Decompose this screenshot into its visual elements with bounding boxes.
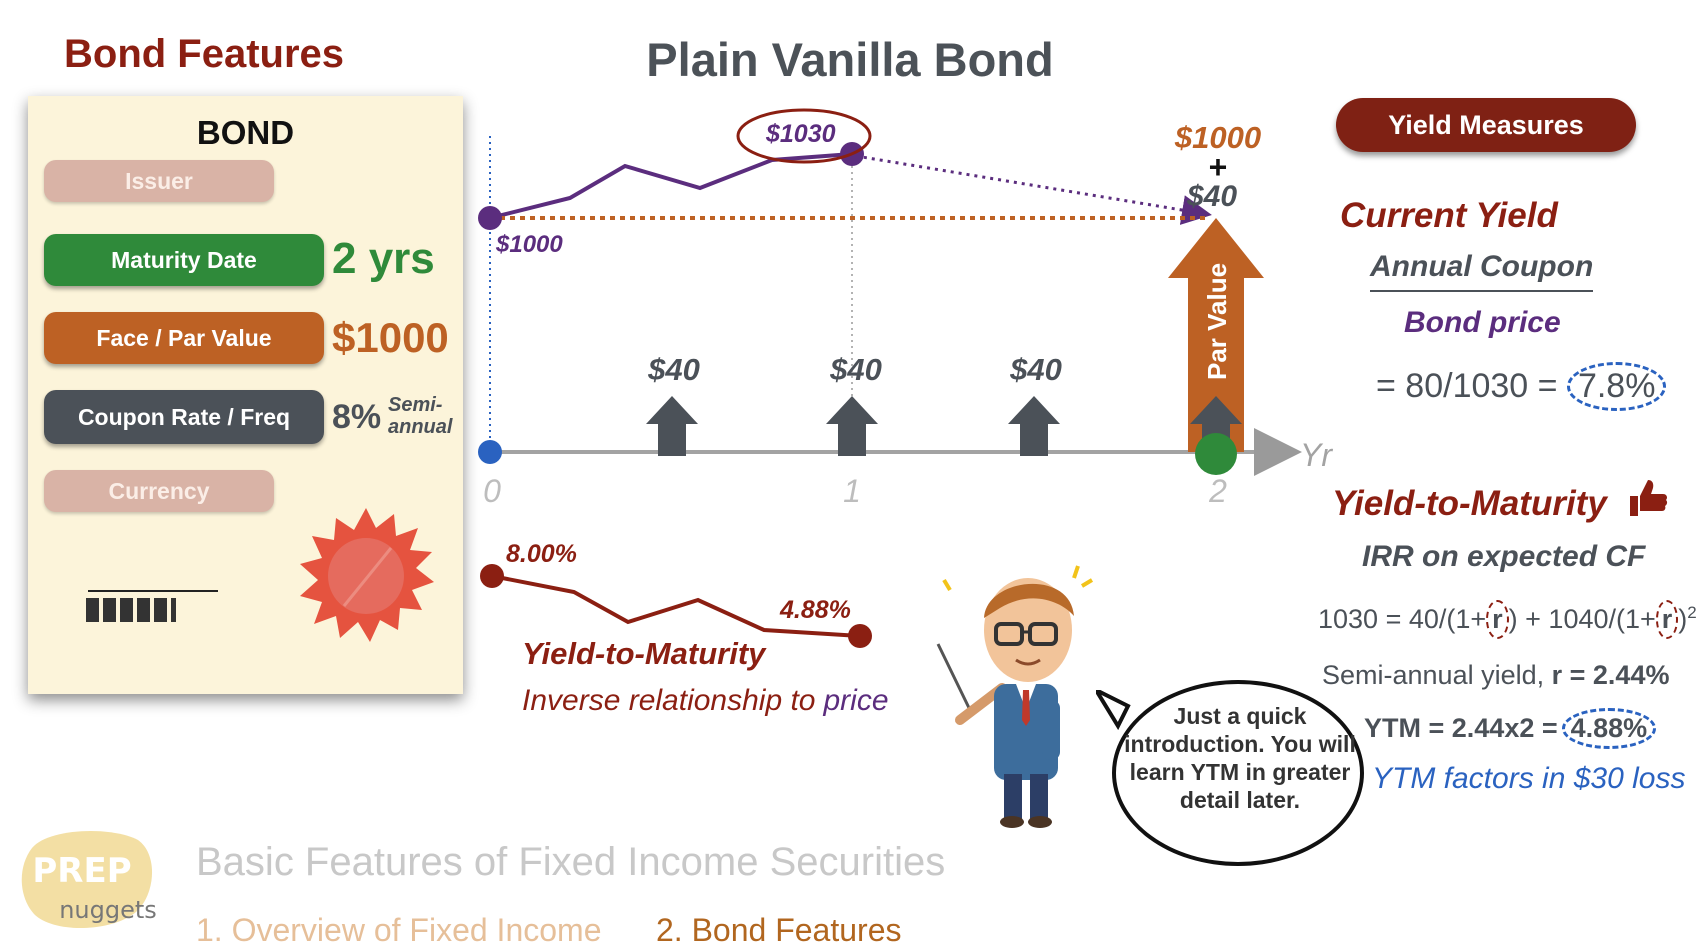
coupon-arrow-3 [1008,396,1060,456]
plus-sign: + [1209,149,1228,185]
ytm-end-point [848,624,872,648]
semi-annual-yield: Semi-annual yield, r = 2.44% [1322,660,1669,691]
axis-unit-label: Yr [1300,437,1333,473]
currency-pill: Currency [44,470,274,512]
seal-icon [300,508,434,642]
ytm-equation: 1030 = 40/(1+ r) + 1040/(1+ r)2 [1318,600,1697,639]
prep-nuggets-logo: PREP nuggets [21,830,157,929]
teacher-character-icon [936,565,1094,828]
diagram-title: Plain Vanilla Bond [646,33,1054,86]
tick-0: 0 [483,473,501,509]
coupon-arrow-2 [826,396,878,456]
serial-bar [86,598,176,622]
price-line [489,152,853,220]
bubble-tail [1096,690,1131,730]
coupon-arrows [646,396,1242,456]
ytm-start-point [480,564,504,588]
ytm-line [491,574,861,638]
ytm-note: YTM factors in $30 loss [1372,762,1686,795]
coupon-arrow-1 [646,396,698,456]
ytm-end-label: 4.88% [779,596,851,624]
coupon-value: 8% [332,398,382,436]
par-value-label: Par Value [1202,263,1232,380]
issuer-pill: Issuer [44,160,274,202]
eq-part-b: ) + 1040/(1+ [1508,604,1656,634]
face-value: $1000 [332,314,449,361]
coupon-label-1: $40 [647,352,700,387]
ytm-subtitle-suffix: price [823,684,889,717]
cy-calc-text: = 80/1030 = [1376,367,1567,405]
logo-line1: PREP [32,851,131,891]
bubble-text: Just a quick introduction. You will lear… [1124,703,1356,813]
price-pull-to-par [855,154,1212,225]
eq-rate-2: r [1655,600,1679,639]
coupon-freq-line2: annual [388,416,453,438]
bond-card: BOND Issuer Maturity Date 2 yrs Face / P… [28,96,463,694]
footer-nav-item-1[interactable]: 1. Overview of Fixed Income [196,912,602,948]
semi-value: r = 2.44% [1551,660,1670,690]
page-title: Bond Features [64,32,345,76]
eq-part-a: 1030 = 40/(1+ [1318,604,1487,634]
face-value-pill: Face / Par Value [44,312,324,364]
bond-heading: BOND [196,114,295,151]
coupon-frequency: Semi- annual [388,394,452,438]
par-value-arrow [1168,218,1264,452]
ytm-title: Yield-to-Maturity [1332,484,1607,523]
ytm-result: 4.88% [1561,708,1657,749]
coupon-freq-line1: Semi- [388,394,443,416]
footer-nav-item-2[interactable]: 2. Bond Features [656,912,902,948]
maturity-value: 2 yrs [332,234,435,283]
footer-main-title: Basic Features of Fixed Income Securitie… [196,840,946,884]
cy-numerator: Annual Coupon [1370,250,1594,292]
ytm-subtitle-prefix: Inverse relationship to [522,684,816,717]
irr-text: IRR on expected CF [1362,540,1646,573]
maturity-date-pill: Maturity Date [44,234,324,286]
speech-bubble [1112,680,1364,866]
current-yield-title: Current Yield [1340,196,1558,235]
final-amount-label: $1000 [1174,120,1261,155]
coupon-rate-pill: Coupon Rate / Freq [44,390,324,444]
eq-exponent: 2 [1687,603,1697,622]
logo-line2: nuggets [59,896,157,924]
ytm-chart-subtitle: Inverse relationship to price [522,684,889,717]
ytm-chart-title: Yield-to-Maturity [522,636,767,671]
coupon-label-3: $40 [1009,352,1062,387]
semi-prefix: Semi-annual yield, [1322,660,1545,690]
cy-calculation: = 80/1030 = 7.8% [1376,362,1667,411]
maturity-point [1195,433,1237,475]
eq-part-c: ) [1678,604,1688,634]
eq-rate-1: r [1486,600,1509,639]
ytm-calculation: YTM = 2.44x2 = 4.88% [1364,708,1657,749]
ytm-start-label: 8.00% [506,540,577,568]
thumbs-up-icon [1630,480,1668,516]
price-start-point [478,206,502,230]
final-coupon-label: $40 [1186,180,1237,213]
year-0-point [478,440,502,464]
ytm-calc-text: YTM = 2.44x2 = [1364,713,1558,743]
tick-1: 1 [843,473,861,509]
price-start-label: $1000 [495,231,563,258]
price-peak-label: $1030 [765,120,836,148]
cy-result: 7.8% [1566,362,1667,411]
tick-2: 2 [1208,473,1227,509]
yield-measures-button: Yield Measures [1336,98,1636,152]
signature-line [88,590,218,592]
coupon-label-2: $40 [829,352,882,387]
cy-denominator: Bond price [1404,306,1561,339]
peak-highlight-circle [736,108,872,164]
